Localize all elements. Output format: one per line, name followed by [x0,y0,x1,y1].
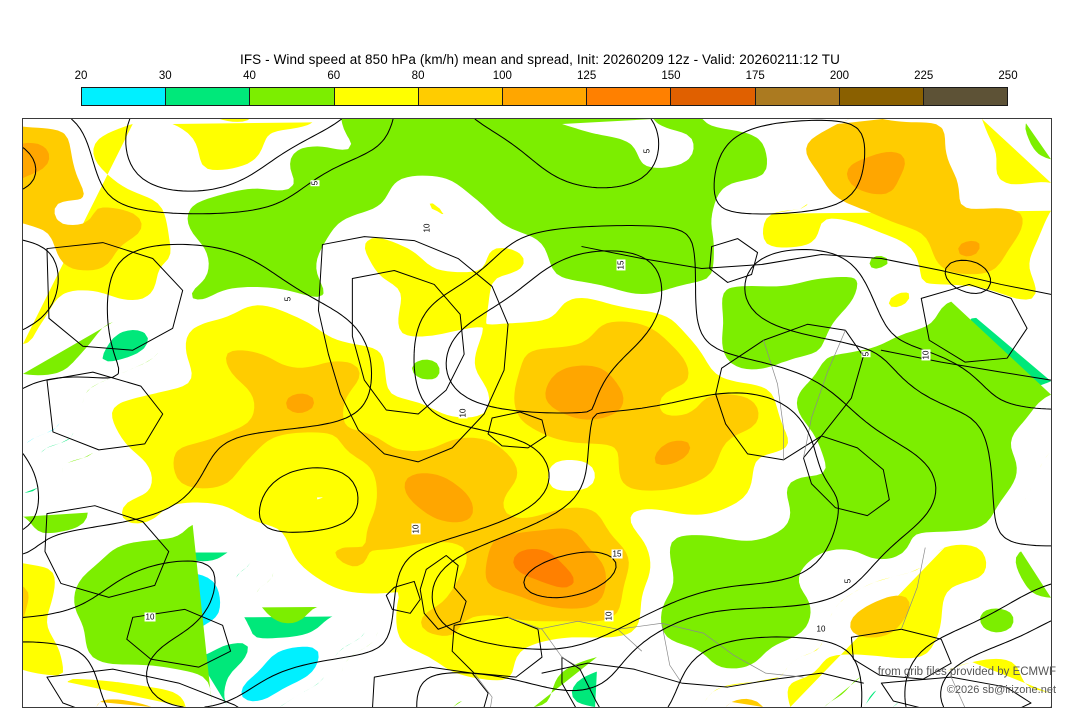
coastline-8 [372,666,489,707]
colorbar-band-40 [250,88,335,105]
colorbar-tick-225: 225 [914,70,934,82]
country-border-3 [617,622,734,656]
colorbar-band-150 [671,88,756,105]
coastline-19 [46,668,239,707]
colorbar-band-225 [923,88,1008,105]
colorbar-tick-150: 150 [661,70,681,82]
coastline-5 [802,435,890,517]
colorbar-band-30 [166,88,251,105]
country-border-8 [900,547,926,630]
contour-label-10-8: 10 [458,407,468,419]
colorbar-tick-200: 200 [829,70,850,82]
coastline-0 [317,236,509,463]
spread-contour-10 [23,119,1051,707]
coastline-17 [44,505,170,598]
coastline-20 [920,283,1028,363]
spread-contour-15 [523,551,617,599]
colorbar-tick-100: 100 [492,70,512,82]
coastline-13 [850,628,952,680]
shade-band-40 [23,119,1051,707]
coastline-6 [419,555,467,630]
country-border-6 [763,340,784,460]
colorbar-tick-125: 125 [577,70,597,82]
colorbar-band-80 [418,88,503,105]
coastline-10 [561,656,600,707]
copyright-credit: ©2026 sb@irizone.net [946,684,1056,696]
contour-label-10-5: 10 [422,222,432,234]
contour-label-10-11: 10 [815,624,827,634]
country-border-7 [661,623,683,684]
country-border-9 [950,676,966,707]
colorbar-tick-labels: 20 30 40 60 80 100 125 150 175 200 225 250 [75,70,1018,85]
coastline-16 [46,371,164,451]
colorbar-band-60 [334,88,419,105]
country-border-0 [507,616,583,670]
contour-label-5-2: 5 [310,179,320,187]
data-source-credit: from grib files provided by ECMWF [877,666,1056,678]
coastline-4 [715,323,864,461]
colorbar [81,87,1008,106]
country-border-4 [733,654,804,678]
country-border-layer [473,330,966,707]
contour-label-5-3: 5 [861,350,871,358]
coastline-2 [487,411,547,449]
contour-label-10-10: 10 [144,612,156,622]
weather-field-plot [23,119,1051,707]
coastline-14 [880,676,1032,707]
colorbar-tick-60: 60 [327,70,341,82]
colorbar-band-200 [839,88,924,105]
contour-label-5-1: 5 [283,295,293,303]
coastline-21 [880,349,1051,381]
colorbar-tick-175: 175 [745,70,765,82]
contour-label-15-13: 15 [616,259,626,271]
colorbar-tick-80: 80 [411,70,425,82]
colorbar-band-100 [502,88,588,105]
colorbar-tick-40: 40 [243,70,256,82]
colorbar-tick-20: 20 [74,70,88,82]
coastline-22 [581,246,1051,295]
country-border-2 [473,672,493,707]
coastline-layer [44,236,1051,707]
shade-band-100 [23,142,980,609]
colorbar-tick-30: 30 [158,70,172,82]
spread-contour-8 [23,119,1051,707]
coastline-1 [351,269,465,415]
map-canvas[interactable]: 5555510101010101010151558 [22,118,1052,708]
contour-label-5-4: 5 [843,577,853,585]
contour-label-15-12: 15 [611,549,623,559]
page-title: IFS - Wind speed at 850 hPa (km/h) mean … [239,52,840,67]
contour-label-10-6: 10 [411,523,421,535]
coastline-12 [541,662,864,688]
country-border-5 [803,330,846,458]
coastline-3 [709,238,759,283]
contour-label-5-0: 5 [642,147,652,155]
colorbar-bands [81,87,1008,106]
coastline-18 [126,608,232,668]
colorbar-band-20 [82,88,167,105]
shade-band-125 [513,548,574,588]
colorbar-band-175 [755,88,840,105]
colorbar-tick-250: 250 [998,70,1018,82]
spread-contour-5 [23,119,1051,707]
coastline-15 [46,242,184,351]
colorbar-band-125 [587,88,672,105]
country-border-1 [537,620,643,652]
contour-label-10-9: 10 [921,349,931,361]
spread-contour-layer [23,119,1051,707]
contour-label-10-7: 10 [604,610,614,622]
coastline-7 [385,580,421,614]
